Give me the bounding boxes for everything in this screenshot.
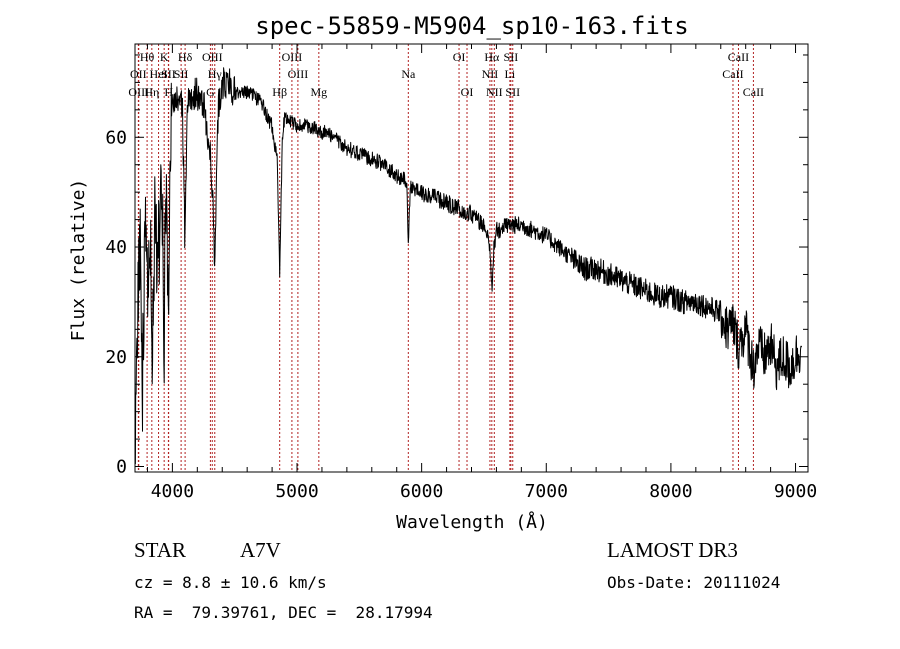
x-tick-label: 7000 [525, 481, 568, 502]
y-tick-label: 60 [105, 127, 127, 148]
spectral-line-label: Hα [484, 50, 500, 64]
x-tick-label: 4000 [151, 481, 194, 502]
y-tick-label: 20 [105, 347, 127, 368]
spectral-line-label: Hη [144, 85, 159, 99]
spectral-line-label: Na [401, 67, 416, 81]
spectral-line-label: Hθ [140, 50, 155, 64]
spectral-line-label: Hγ [208, 67, 223, 81]
spectral-line-label: CaII [743, 85, 764, 99]
spectrum-line [134, 67, 803, 465]
y-tick-labels: 0 20 40 60 [105, 127, 127, 477]
observation-date: Obs-Date: 20111024 [607, 573, 781, 592]
spectral-line-label: K [160, 50, 169, 64]
spectral-line-label: SII [174, 67, 189, 81]
chart-title: spec-55859-M5904_sp10-163.fits [255, 12, 688, 40]
spectral-line-label: CaII [722, 67, 743, 81]
spectral-line-label: OIII [282, 50, 303, 64]
spectral-line-label: Li [505, 67, 516, 81]
x-tick-label: 6000 [400, 481, 443, 502]
spectral-line-label: SII [504, 50, 519, 64]
spectral-line-label: G [206, 85, 215, 99]
spectral-line-label: OI [461, 85, 474, 99]
x-tick-label: 5000 [275, 481, 318, 502]
object-subclass: A7V [240, 538, 281, 562]
spectral-line-label: HeI [150, 67, 168, 81]
redshift-value: cz = 8.8 ± 10.6 km/s [134, 573, 327, 592]
y-axis-label: Flux (relative) [68, 179, 89, 342]
spectral-line-label: OII [130, 67, 147, 81]
x-axis-label: Wavelength (Å) [396, 511, 548, 533]
y-tick-label: 0 [116, 457, 127, 478]
plot-frame [134, 43, 809, 473]
spectral-line-label: NII [482, 67, 499, 81]
spectral-line-label: CaII [728, 50, 749, 64]
spectral-line-label: SII [505, 85, 520, 99]
x-tick-label: 8000 [649, 481, 692, 502]
spectral-line-markers [137, 44, 754, 472]
spectral-line-label: Mg [310, 85, 327, 99]
spectral-line-label: OIII [288, 67, 309, 81]
spectral-line-label: Hβ [272, 85, 287, 99]
spectral-line-label: OIII [202, 50, 223, 64]
x-tick-labels: 4000 5000 6000 7000 8000 9000 [151, 481, 818, 502]
object-class: STAR [134, 538, 186, 562]
spectral-line-label: NII [486, 85, 503, 99]
spectral-line-label: H [164, 85, 173, 99]
spectral-line-label: Hδ [178, 50, 193, 64]
survey-name: LAMOST DR3 [607, 538, 738, 562]
spectral-line-label: OI [453, 50, 466, 64]
spectral-line-label: OIII [128, 85, 149, 99]
spectral-line-label: SII [161, 67, 176, 81]
sky-coordinates: RA = 79.39761, DEC = 28.17994 [134, 603, 433, 622]
x-tick-label: 9000 [774, 481, 817, 502]
y-tick-label: 40 [105, 237, 127, 258]
axis-ticks [135, 44, 808, 472]
